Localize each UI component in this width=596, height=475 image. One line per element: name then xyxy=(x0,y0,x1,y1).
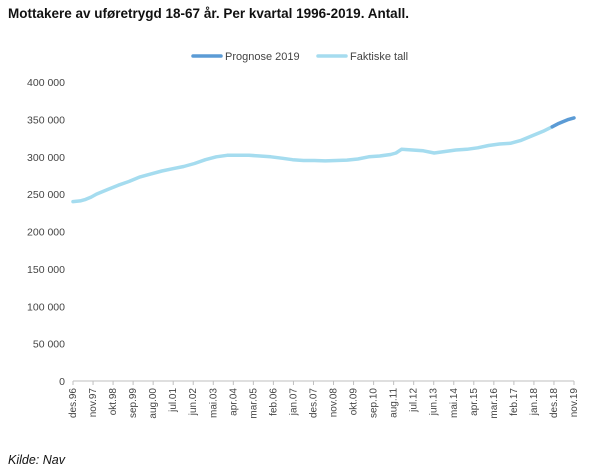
x-tick-label: mai.03 xyxy=(208,388,219,418)
x-tick-label: apr.04 xyxy=(228,388,239,416)
x-tick-label: nov.19 xyxy=(569,388,580,418)
x-axis: des.96 nov.97 okt.98 sep.99 aug.00 jul.01 jun.… xyxy=(68,380,580,419)
x-tick-label: des.07 xyxy=(308,388,319,418)
x-tick-label: aug.00 xyxy=(148,388,159,419)
x-tick-label: sep.10 xyxy=(369,388,380,418)
x-tick-label: feb.17 xyxy=(509,388,520,416)
x-tick-label: jun.13 xyxy=(429,388,440,417)
x-tick-label: nov.08 xyxy=(329,388,340,418)
y-tick-label: 200 000 xyxy=(27,227,65,239)
y-tick-label: 300 000 xyxy=(27,152,65,164)
x-tick-label: mar.16 xyxy=(489,388,500,419)
x-tick-label: mai.14 xyxy=(449,388,460,418)
x-tick-label: des.18 xyxy=(549,388,560,418)
x-tick-label: apr.15 xyxy=(469,388,480,416)
x-tick-label: aug.11 xyxy=(389,388,400,418)
x-tick-label: jun.02 xyxy=(188,388,199,417)
series-line-faktiske xyxy=(71,125,554,204)
x-tick-label: jul.12 xyxy=(409,388,420,413)
x-tick-label: sep.99 xyxy=(128,388,139,418)
x-tick-label: nov.97 xyxy=(88,388,99,418)
y-tick-label: 150 000 xyxy=(27,264,65,276)
y-axis: 0 50 000 100 000 150 000 200 000 250 000 300 0… xyxy=(27,77,65,388)
legend-label: Prognose 2019 xyxy=(225,51,300,63)
y-tick-label: 50 000 xyxy=(33,339,65,351)
x-tick-label: mar.05 xyxy=(248,388,259,419)
x-tick-label: okt.98 xyxy=(108,388,119,416)
y-tick-label: 250 000 xyxy=(27,189,65,201)
series-group xyxy=(71,116,576,204)
x-tick-label: jan.18 xyxy=(529,388,540,417)
legend-label: Faktiske tall xyxy=(350,51,408,63)
y-tick-label: 400 000 xyxy=(27,77,65,89)
x-tick-label: jul.01 xyxy=(168,388,179,413)
x-tick-label: okt.09 xyxy=(349,388,360,416)
y-tick-label: 350 000 xyxy=(27,114,65,126)
x-tick-label: jan.07 xyxy=(288,388,299,417)
y-tick-label: 0 xyxy=(59,376,65,388)
chart-title: Mottakere av uføretrygd 18-67 år. Per kv… xyxy=(8,6,409,21)
series-line-prognose xyxy=(550,116,576,129)
legend: Prognose 2019 Faktiske tall xyxy=(191,51,408,63)
x-tick-label: des.96 xyxy=(68,388,79,418)
x-tick-label: feb.06 xyxy=(268,388,279,416)
y-tick-label: 100 000 xyxy=(27,301,65,313)
source-note: Kilde: Nav xyxy=(8,453,65,467)
